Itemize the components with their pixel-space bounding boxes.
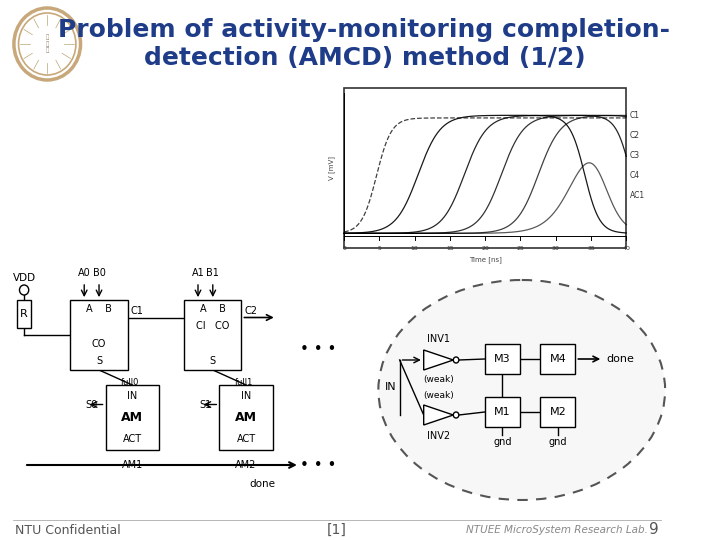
Text: NTUEE MicroSystem Research Lab.: NTUEE MicroSystem Research Lab.: [467, 525, 648, 535]
Text: 40: 40: [622, 246, 630, 251]
Text: 15: 15: [446, 246, 454, 251]
Text: A1: A1: [192, 268, 204, 278]
Text: VDD: VDD: [12, 273, 36, 283]
Text: (weak): (weak): [423, 391, 454, 400]
Circle shape: [19, 285, 29, 295]
Text: B1: B1: [207, 268, 219, 278]
Bar: [17, 300, 32, 328]
Text: AM: AM: [235, 411, 257, 424]
Text: Time [ns]: Time [ns]: [469, 256, 502, 263]
Text: AM: AM: [122, 411, 143, 424]
Text: INV2: INV2: [427, 431, 450, 441]
Text: 10: 10: [411, 246, 418, 251]
Text: C3: C3: [630, 152, 640, 160]
Bar: [540, 397, 575, 427]
Polygon shape: [423, 405, 454, 425]
Bar: [344, 88, 626, 248]
Text: Problem of activity-monitoring completion-: Problem of activity-monitoring completio…: [58, 18, 670, 42]
Text: C2: C2: [244, 306, 257, 315]
Text: M2: M2: [549, 407, 566, 417]
Text: M4: M4: [549, 354, 566, 364]
Bar: [485, 344, 520, 374]
Text: full1: full1: [235, 378, 253, 387]
Text: done: done: [606, 354, 634, 364]
Text: AM1: AM1: [122, 460, 143, 470]
Text: gnd: gnd: [493, 437, 512, 447]
Bar: [71, 300, 127, 370]
Text: IN: IN: [127, 391, 138, 401]
Text: S: S: [96, 356, 102, 366]
Text: • • •: • • •: [300, 457, 336, 472]
Text: CI   CO: CI CO: [196, 321, 230, 331]
Text: 0: 0: [342, 246, 346, 251]
Text: 5: 5: [377, 246, 382, 251]
Text: done: done: [250, 479, 276, 489]
Text: 35: 35: [587, 246, 595, 251]
Text: C1: C1: [630, 111, 640, 120]
Circle shape: [454, 357, 459, 363]
Text: S0: S0: [86, 400, 98, 409]
Text: C4: C4: [630, 172, 640, 180]
Bar: [220, 385, 273, 450]
Circle shape: [454, 412, 459, 418]
Text: full0: full0: [121, 378, 140, 387]
Text: 9: 9: [649, 523, 659, 537]
Text: INV1: INV1: [427, 334, 450, 344]
Text: C1: C1: [130, 306, 143, 315]
Text: (weak): (weak): [423, 375, 454, 384]
Bar: [106, 385, 159, 450]
Text: detection (AMCD) method (1/2): detection (AMCD) method (1/2): [144, 46, 585, 70]
Text: 國
台
大: 國 台 大: [45, 35, 49, 53]
Text: 20: 20: [481, 246, 489, 251]
Bar: [485, 397, 520, 427]
Text: S: S: [210, 356, 216, 366]
Text: A0: A0: [78, 268, 91, 278]
Text: A    B: A B: [86, 303, 112, 314]
Text: CO: CO: [92, 339, 107, 349]
Text: C2: C2: [630, 132, 640, 140]
Text: 25: 25: [516, 246, 524, 251]
Text: S1: S1: [199, 400, 212, 409]
Text: ACT: ACT: [237, 434, 256, 444]
Text: R: R: [20, 309, 28, 319]
Text: ACT: ACT: [123, 434, 142, 444]
Text: AM2: AM2: [235, 460, 257, 470]
Text: IN: IN: [241, 391, 251, 401]
Text: V [mV]: V [mV]: [328, 156, 335, 180]
Text: • • •: • • •: [300, 342, 336, 357]
Text: A    B: A B: [200, 303, 226, 314]
Polygon shape: [423, 350, 454, 370]
Text: NTU Confidential: NTU Confidential: [15, 523, 121, 537]
Ellipse shape: [379, 280, 665, 500]
Bar: [540, 344, 575, 374]
Text: 30: 30: [552, 246, 559, 251]
Text: [1]: [1]: [327, 523, 347, 537]
Text: M1: M1: [494, 407, 510, 417]
Text: gnd: gnd: [549, 437, 567, 447]
Text: AC1: AC1: [630, 192, 645, 200]
Bar: [184, 300, 241, 370]
Text: M3: M3: [494, 354, 510, 364]
Text: B0: B0: [93, 268, 105, 278]
Text: IN: IN: [385, 382, 397, 392]
